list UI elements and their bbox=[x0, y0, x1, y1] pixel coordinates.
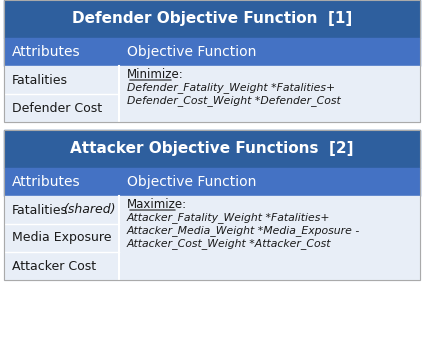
Text: Attacker_Media_Weight *Media_Exposure -: Attacker_Media_Weight *Media_Exposure - bbox=[127, 225, 360, 236]
Bar bbox=[4, 0, 420, 122]
Bar bbox=[4, 130, 420, 280]
Text: Fatalities: Fatalities bbox=[12, 204, 68, 217]
Bar bbox=[4, 38, 420, 66]
Text: Attacker Cost: Attacker Cost bbox=[12, 259, 96, 272]
Text: Minimize:: Minimize: bbox=[127, 68, 184, 82]
Bar bbox=[4, 196, 420, 280]
Text: Attacker Objective Functions  [2]: Attacker Objective Functions [2] bbox=[70, 141, 354, 156]
Text: Media Exposure: Media Exposure bbox=[12, 232, 112, 244]
Text: (shared): (shared) bbox=[63, 204, 115, 217]
Text: Fatalities: Fatalities bbox=[12, 73, 68, 86]
Text: Attributes: Attributes bbox=[12, 175, 81, 189]
Text: Objective Function: Objective Function bbox=[127, 45, 257, 59]
Text: Attributes: Attributes bbox=[12, 45, 81, 59]
Text: Attacker_Cost_Weight *Attacker_Cost: Attacker_Cost_Weight *Attacker_Cost bbox=[127, 239, 332, 250]
Bar bbox=[4, 0, 420, 38]
Text: Objective Function: Objective Function bbox=[127, 175, 257, 189]
Bar bbox=[4, 168, 420, 196]
Bar bbox=[4, 130, 420, 168]
Bar bbox=[4, 66, 420, 122]
Text: Attacker_Fatality_Weight *Fatalities+: Attacker_Fatality_Weight *Fatalities+ bbox=[127, 212, 330, 223]
Text: Defender Objective Function  [1]: Defender Objective Function [1] bbox=[72, 12, 352, 27]
Text: Defender_Fatality_Weight *Fatalities+: Defender_Fatality_Weight *Fatalities+ bbox=[127, 83, 335, 94]
Text: Defender Cost: Defender Cost bbox=[12, 102, 102, 115]
Text: Maximize:: Maximize: bbox=[127, 199, 187, 211]
Text: Defender_Cost_Weight *Defender_Cost: Defender_Cost_Weight *Defender_Cost bbox=[127, 96, 341, 106]
